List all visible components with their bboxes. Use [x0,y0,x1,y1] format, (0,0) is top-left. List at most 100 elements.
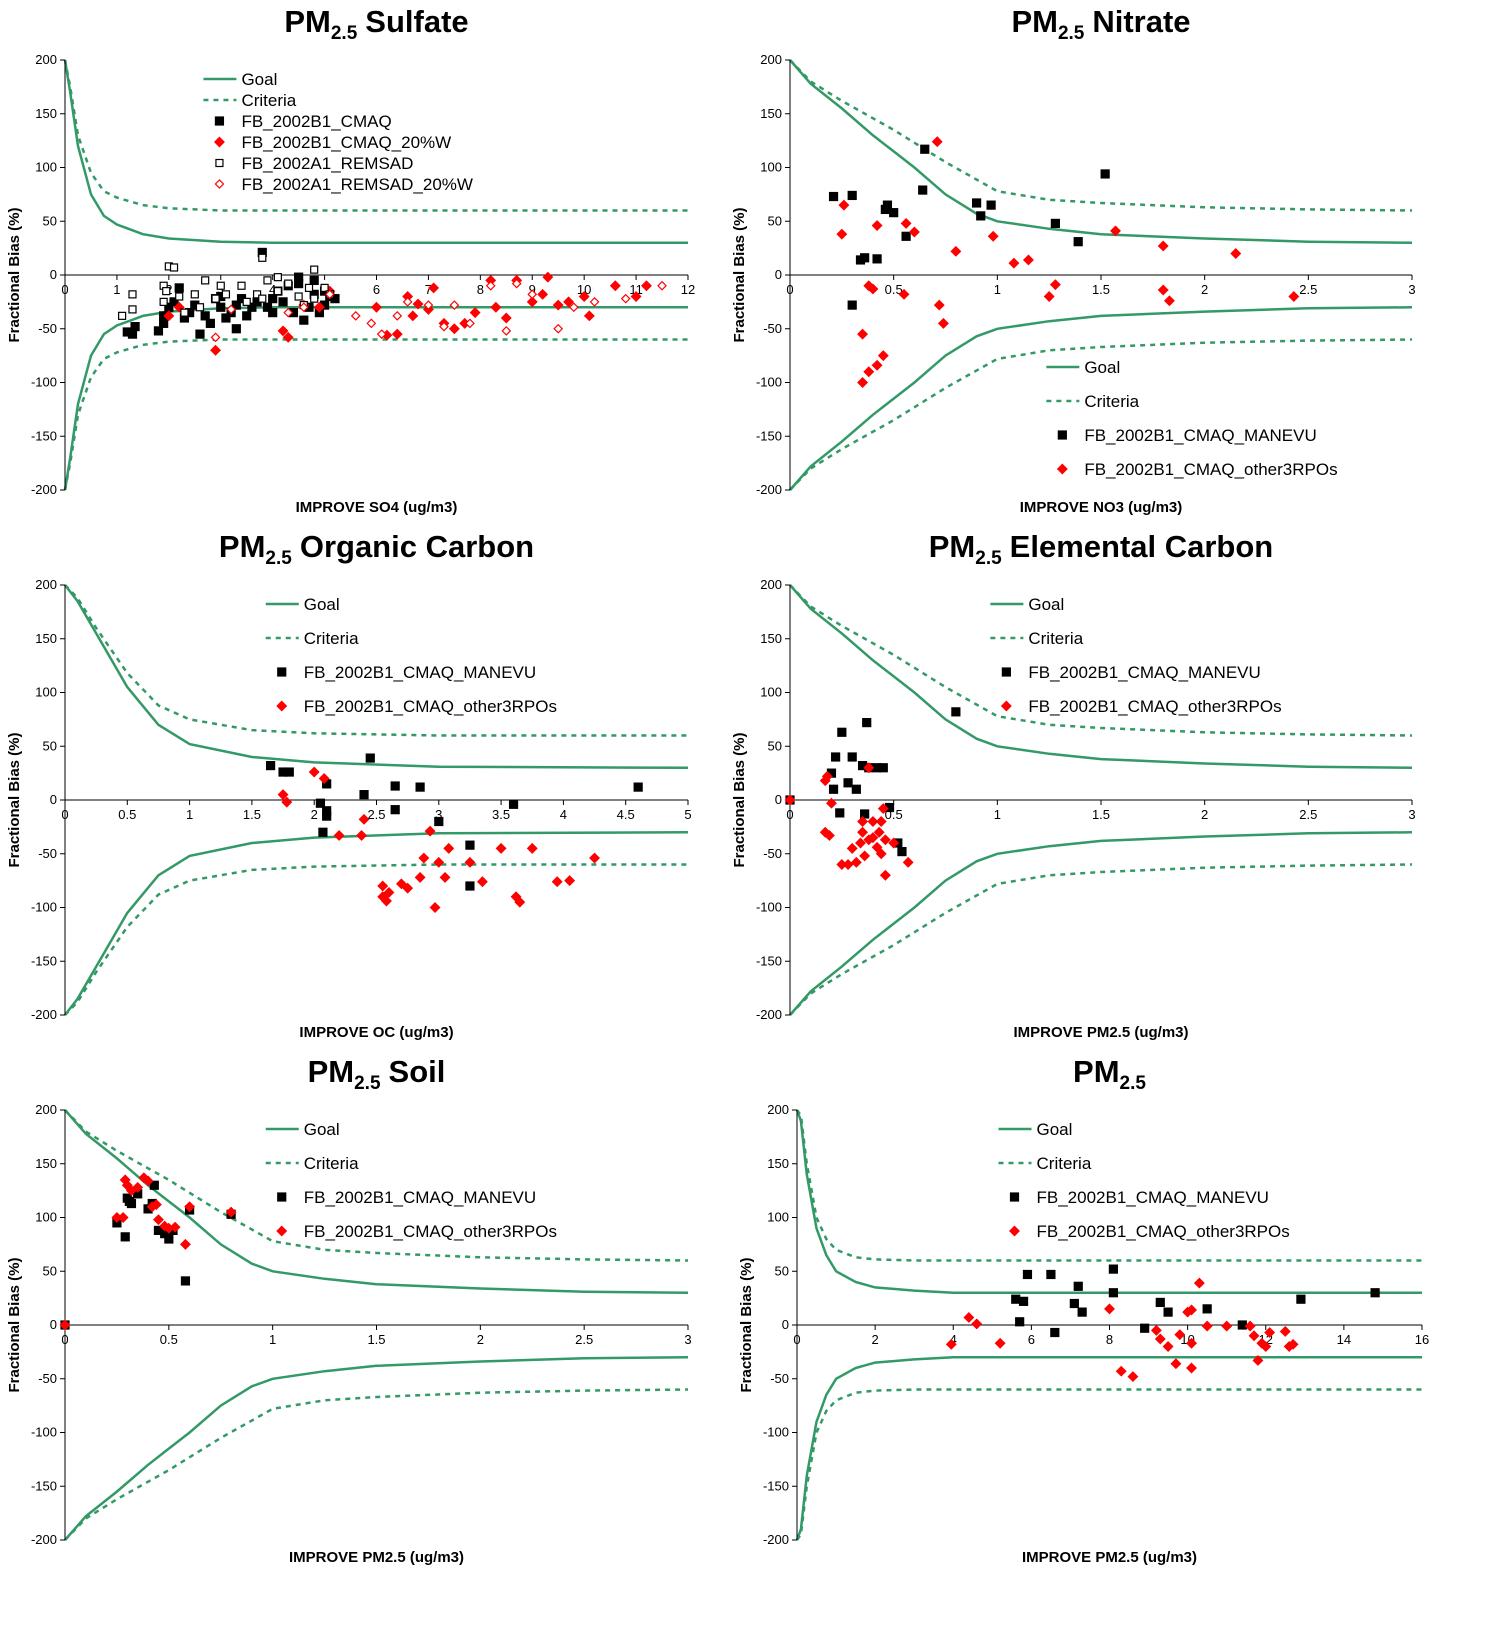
marker-diamond [630,291,642,302]
marker-square [831,752,841,762]
marker-diamond [568,302,579,313]
x-tick-label: 4 [950,1332,957,1347]
marker-diamond [283,307,294,318]
goal-line [64,584,689,1016]
marker-diamond [537,288,549,300]
marker-square [216,281,225,290]
criteria-line [789,584,1413,1016]
legend: Goal Criteria FB_2002B1_CMAQ FB_2002B1_CMAQ… [203,70,473,194]
y-tick-label: 50 [43,213,57,228]
marker-diamond [855,837,866,849]
marker-diamond [1000,700,1012,712]
marker-diamond [210,332,221,343]
legend-label: Goal [304,1120,340,1139]
marker-square [1069,1298,1079,1309]
marker-diamond [350,310,361,321]
marker-diamond [377,880,389,892]
marker-diamond [464,856,476,868]
legend-label: Criteria [304,1154,359,1173]
marker-diamond [443,842,455,854]
marker-square [878,763,888,773]
marker-square [415,782,425,792]
y-tick-label: -50 [763,846,782,861]
legend-label: FB_2002B1_CMAQ_other3RPOs [304,1222,557,1241]
marker-diamond [213,136,225,148]
x-tick-label: 2.5 [575,1332,593,1347]
y-tick-label: -150 [31,1478,57,1493]
marker-square [828,191,839,202]
marker-diamond [163,310,175,322]
marker-square [162,287,171,296]
y-tick-label: 0 [50,792,57,807]
legend-label: FB_2002B1_CMAQ_other3RPOs [1028,697,1281,716]
marker-square [153,326,164,336]
y-tick-label: -50 [763,321,782,336]
criteria-line [789,59,1413,491]
x-tick-label: 3 [1408,807,1415,822]
marker-diamond [448,323,460,335]
marker-diamond [863,762,875,774]
marker-square [918,185,928,195]
marker-square [322,806,332,816]
marker-diamond [1008,257,1020,269]
marker-square [1011,1294,1021,1304]
y-tick-label: 100 [760,160,782,175]
marker-diamond [1230,248,1242,259]
marker-square [315,798,326,808]
marker-square [1108,1264,1119,1274]
marker-square [190,290,199,299]
legend-label: FB_2002B1_CMAQ_MANEVU [304,663,536,682]
marker-diamond [1150,1324,1162,1336]
marker-diamond [859,850,871,862]
marker-square [159,297,168,306]
marker-diamond [1221,1320,1233,1332]
marker-square [330,294,340,304]
marker-diamond [500,312,512,324]
y-tick-label: 200 [760,577,782,592]
legend-label: Criteria [304,629,359,648]
marker-square [860,809,870,819]
legend-label: Goal [1084,358,1120,377]
marker-diamond [313,301,325,313]
x-tick-label: 2.5 [367,807,385,822]
marker-diamond [1186,1304,1197,1316]
marker-diamond [620,293,631,304]
marker-diamond [511,278,522,289]
legend-label: FB_2002B1_CMAQ_20%W [241,133,451,152]
marker-diamond [553,323,564,334]
x-tick-label: 7 [425,282,432,297]
marker-square [847,300,857,310]
marker-square [633,782,643,792]
title-part: Sulfate [365,4,468,39]
x-tick-label: 1.5 [367,1332,385,1347]
y-axis-title: Fractional Bias (%) [738,1257,755,1392]
marker-diamond [439,871,451,883]
y-tick-label: 0 [775,267,782,282]
x-tick-label: 14 [1337,1332,1351,1347]
x-tick-label: 2 [1201,282,1208,297]
marker-diamond [838,199,850,211]
marker-square [318,827,328,837]
y-tick-label: 150 [767,1156,789,1171]
marker-square [242,297,251,306]
x-tick-label: 0 [793,1332,800,1347]
marker-square [214,116,225,126]
y-tick-label: 0 [775,792,782,807]
marker-diamond [429,902,441,913]
y-tick-label: -50 [38,846,57,861]
marker-square [390,805,400,815]
marker-square [304,283,314,292]
y-tick-label: -200 [31,482,57,497]
marker-diamond [879,834,891,846]
marker-square [434,816,444,827]
marker-square [175,292,184,301]
marker-square [920,144,930,154]
marker-square [169,297,179,307]
marker-diamond [1110,225,1121,237]
y-tick-label: -200 [756,1007,782,1022]
marker-diamond [875,816,887,827]
marker-diamond [449,300,460,310]
marker-diamond [356,830,367,841]
legend-label: FB_2002B1_CMAQ_MANEVU [1037,1188,1269,1207]
title-part: 2.5 [975,548,1002,569]
